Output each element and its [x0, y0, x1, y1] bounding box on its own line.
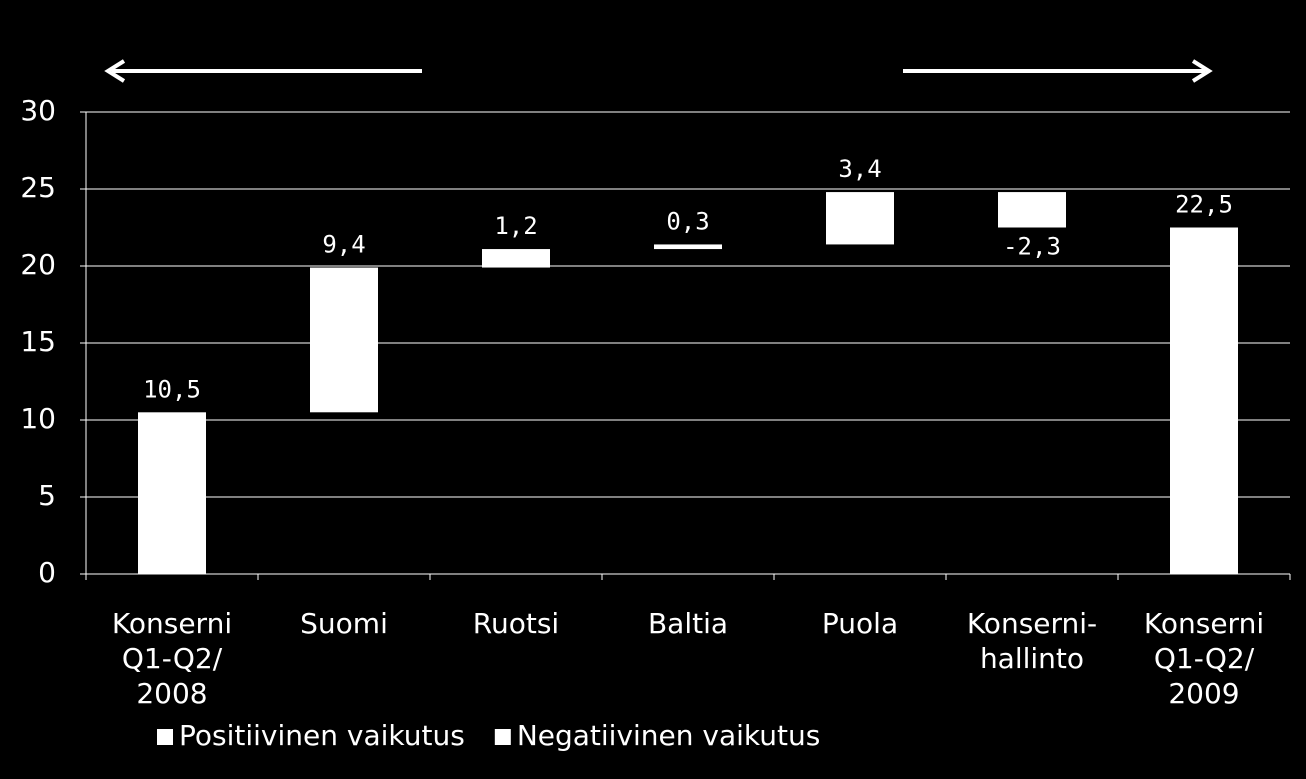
x-tick-label: Suomi [300, 607, 388, 640]
x-tick-label: Konserni- [967, 607, 1097, 640]
y-tick-label: 0 [38, 556, 56, 589]
x-tick-label: Puola [822, 607, 898, 640]
bar [826, 192, 894, 245]
value-label: 10,5 [143, 375, 201, 403]
x-tick-label: Konserni [1144, 607, 1264, 640]
value-label: 22,5 [1175, 191, 1233, 219]
value-label: 9,4 [322, 231, 365, 259]
value-label: 1,2 [494, 212, 537, 240]
y-tick-label: 10 [20, 402, 56, 435]
y-tick-label: 25 [20, 171, 56, 204]
x-tick-label: Baltia [648, 607, 728, 640]
arrow-right-head [1191, 59, 1213, 83]
legend-label: Positiivinen vaikutus [179, 719, 465, 752]
x-tick-label: 2009 [1168, 677, 1239, 710]
x-tick-label: Ruotsi [473, 607, 559, 640]
legend-swatch [157, 729, 173, 745]
arrows [104, 59, 1213, 83]
legend-swatch [494, 729, 511, 745]
bar [654, 244, 722, 250]
y-tick-label: 20 [20, 248, 56, 281]
bar [1170, 227, 1238, 574]
bar [998, 192, 1066, 228]
x-tick-label: Q1-Q2/ [122, 642, 223, 675]
bar [310, 267, 378, 413]
legend-label: Negatiivinen vaikutus [517, 719, 821, 752]
x-tick-label: 2008 [136, 677, 207, 710]
y-tick-label: 5 [38, 479, 56, 512]
y-tick-label: 15 [20, 325, 56, 358]
bar [138, 412, 206, 574]
value-label: -2,3 [1003, 233, 1061, 261]
bar [482, 249, 550, 268]
arrow-left-head [104, 59, 126, 83]
y-tick-label: 30 [20, 94, 56, 127]
value-label: 0,3 [666, 207, 709, 235]
x-tick-label: Konserni [112, 607, 232, 640]
value-label: 3,4 [838, 155, 881, 183]
x-tick-label: Q1-Q2/ [1154, 642, 1255, 675]
x-tick-label: hallinto [980, 642, 1084, 675]
